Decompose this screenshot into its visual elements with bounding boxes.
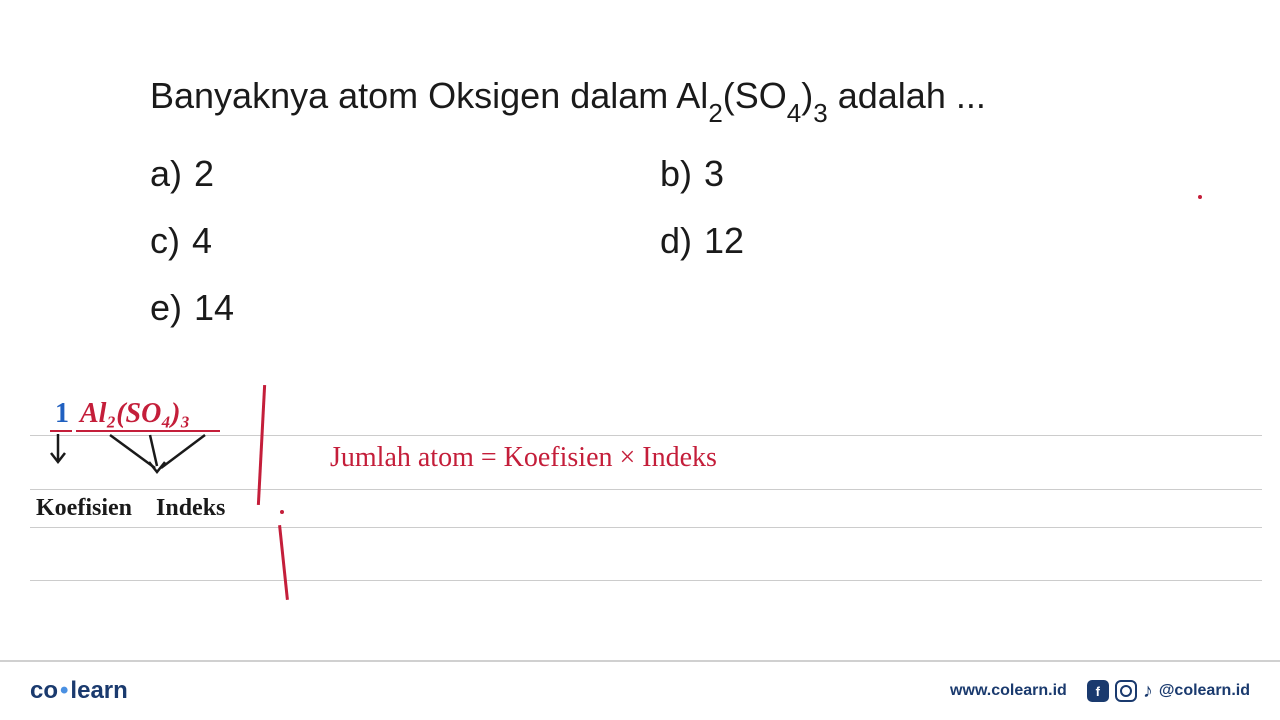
formula-sub3: 3 (813, 98, 827, 128)
facebook-icon[interactable]: f (1087, 680, 1109, 702)
formula-so: (SO (723, 75, 787, 116)
formula-close: ) (801, 75, 813, 116)
ruled-line (30, 527, 1262, 528)
logo: co•learn (30, 677, 128, 705)
stray-dot (1198, 195, 1202, 199)
ruled-line (30, 489, 1262, 490)
option-e-letter: e) (150, 287, 182, 329)
question-text: Banyaknya atom Oksigen dalam Al2(SO4)3 a… (150, 75, 1130, 123)
hw-koefisien-label: Koefisien (36, 495, 132, 522)
question-area: Banyaknya atom Oksigen dalam Al2(SO4)3 a… (0, 0, 1280, 349)
ruled-line (30, 580, 1262, 581)
footer: co•learn www.colearn.id f ♪ @colearn.id (0, 660, 1280, 720)
option-b-value: 3 (704, 153, 724, 195)
option-d-letter: d) (660, 220, 692, 262)
instagram-icon[interactable] (1115, 680, 1137, 702)
tiktok-icon[interactable]: ♪ (1143, 680, 1153, 703)
option-b: b) 3 (660, 153, 1130, 195)
option-a: a) 2 (150, 153, 620, 195)
hw-indeks-label: Indeks (156, 495, 225, 522)
formula-sub2: 4 (787, 98, 801, 128)
option-d-value: 12 (704, 220, 744, 262)
option-c: c) 4 (150, 220, 620, 262)
option-a-letter: a) (150, 153, 182, 195)
social-links: f ♪ @colearn.id (1087, 680, 1250, 703)
hw-divider (257, 385, 266, 505)
formula-sub1: 2 (708, 98, 722, 128)
option-b-letter: b) (660, 153, 692, 195)
arrow-down-icon (48, 432, 68, 467)
footer-right: www.colearn.id f ♪ @colearn.id (950, 680, 1250, 703)
option-a-value: 2 (194, 153, 214, 195)
logo-learn: learn (70, 677, 127, 704)
hw-dot (280, 510, 284, 514)
logo-dot: • (60, 677, 68, 704)
question-suffix: adalah ... (828, 75, 986, 116)
website-link[interactable]: www.colearn.id (950, 682, 1067, 700)
hw-formula: Al₂(SO₄)₃ (80, 398, 190, 430)
option-d: d) 12 (660, 220, 1130, 262)
option-e: e) 14 (150, 287, 620, 329)
handwriting-area: 1 Al₂(SO₄)₃ Koefisien Indeks Jumlah atom… (0, 380, 1280, 640)
social-handle: @colearn.id (1159, 682, 1250, 700)
question-prefix: Banyaknya atom Oksigen dalam (150, 75, 676, 116)
logo-co: co (30, 677, 58, 704)
option-e-value: 14 (194, 287, 234, 329)
formula-al: Al (676, 75, 708, 116)
hw-rule-text: Jumlah atom = Koefisien × Indeks (330, 442, 717, 474)
hw-divider-2 (278, 525, 289, 600)
option-c-letter: c) (150, 220, 180, 262)
arrows-converge-icon (95, 430, 225, 480)
hw-coefficient-1: 1 (55, 398, 69, 430)
option-c-value: 4 (192, 220, 212, 262)
options-grid: a) 2 b) 3 c) 4 d) 12 e) 14 (150, 153, 1130, 329)
